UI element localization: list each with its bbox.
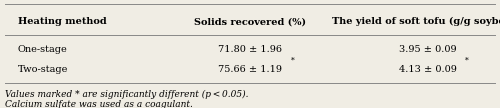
Text: One-stage: One-stage [18,45,67,54]
Text: 75.66 ± 1.19: 75.66 ± 1.19 [218,65,282,74]
Text: 71.80 ± 1.96: 71.80 ± 1.96 [218,45,282,54]
Text: Heating method: Heating method [18,17,106,26]
Text: Calcium sulfate was used as a coagulant.: Calcium sulfate was used as a coagulant. [5,100,193,108]
Text: Values marked * are significantly different (p < 0.05).: Values marked * are significantly differ… [5,89,248,98]
Text: The yield of soft tofu (g/g soybean): The yield of soft tofu (g/g soybean) [332,17,500,26]
Text: 4.13 ± 0.09: 4.13 ± 0.09 [398,65,456,74]
Text: Two-stage: Two-stage [18,65,68,74]
Text: 3.95 ± 0.09: 3.95 ± 0.09 [398,45,456,54]
Text: Solids recovered (%): Solids recovered (%) [194,17,306,26]
Text: *: * [465,56,468,64]
Text: *: * [292,56,295,64]
